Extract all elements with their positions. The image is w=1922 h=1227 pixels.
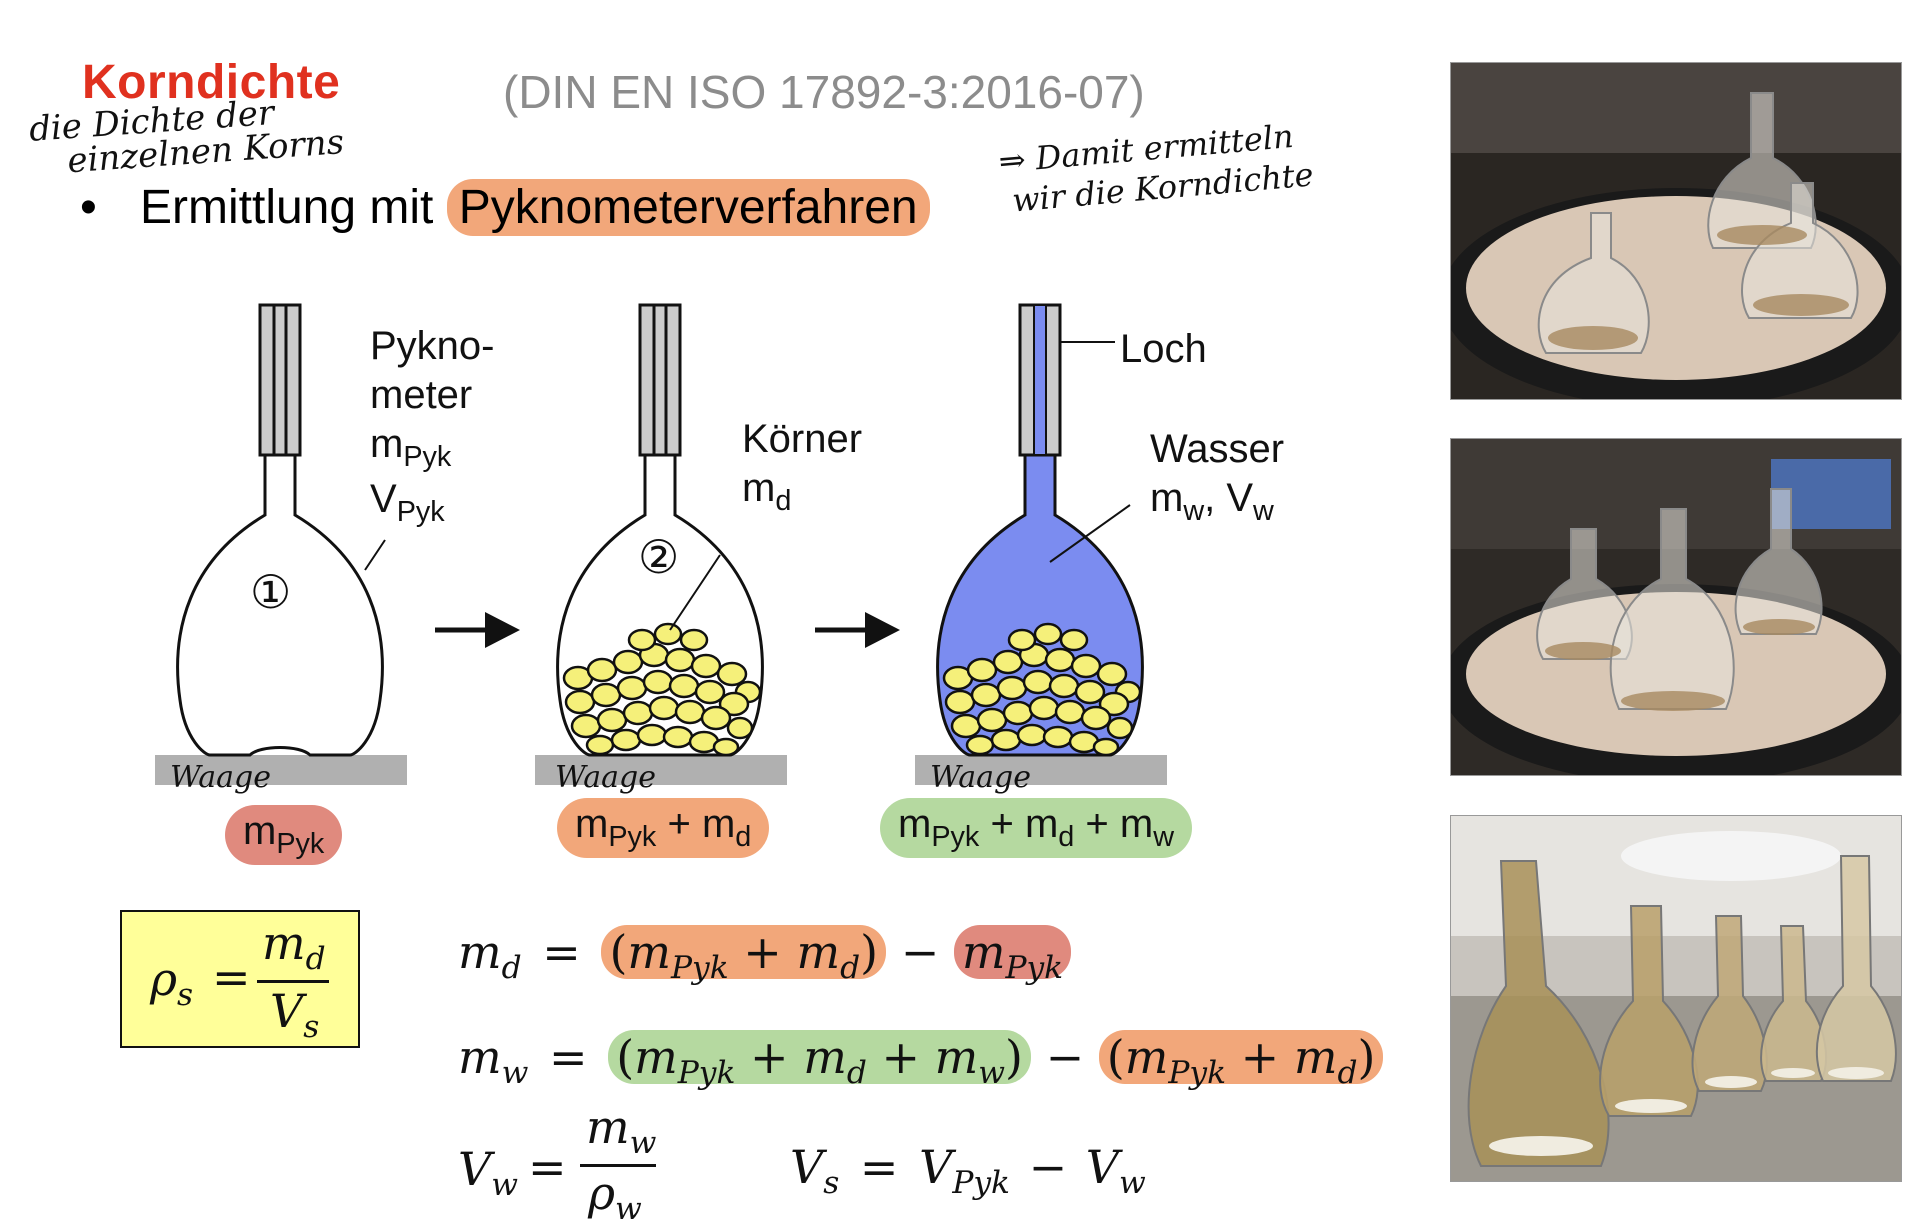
bullet-highlight: Pyknometerverfahren [446,179,930,236]
equation-vw-fraction-bar [580,1164,656,1167]
equation-md: md = (mPyk + md) − mPyk [458,925,1072,986]
scale-note-1: Waage [170,760,271,795]
equation-mw-orange-term: (mPyk + md) [1098,1030,1384,1091]
scale-note-2: Waage [555,760,656,795]
scale-note-3: Waage [930,760,1031,795]
flask-with-grains [556,303,764,757]
equation-md-orange-term: (mPyk + md) [601,925,887,986]
scale-plate-1 [155,755,407,785]
mass-label-2: mPyk + md [557,798,770,858]
scale-plate-2 [535,755,787,785]
pyknometer-label-line2: meter [370,372,473,417]
water-label-text: Wasser [1150,427,1285,471]
pycnometer-diagram [155,303,1167,785]
equation-md-red-term: mPyk [953,925,1072,986]
water-label: Wasser mw, Vw [1150,425,1284,529]
bullet-symbol: • [80,181,97,234]
scale-plate-3 [915,755,1167,785]
flask-empty [176,303,386,757]
density-formula-box: ρs = md Vs [120,910,360,1048]
density-formula-fraction-bar [257,980,329,983]
density-formula-denominator: Vs [270,984,320,1046]
grains-label-text: Körner [742,417,863,461]
density-formula-lhs: ρs [150,952,194,1014]
grains-mass: md [742,465,792,517]
photo-pyknometers-with-water [1450,815,1902,1182]
photo-pyknometers-in-sand-bath-2 [1450,438,1902,776]
pyknometer-mass: mPyk [370,421,452,473]
equation-mw: mw = (mPyk + md + mw) − (mPyk + md) [458,1030,1384,1091]
step-1-mark: ① [250,565,292,619]
page-title: Korndichte [82,56,341,109]
mass-label-3: mPyk + md + mw [880,798,1192,858]
hole-label: Loch [1120,327,1207,371]
density-formula-eq: = [212,950,251,1004]
flask-with-water [936,303,1144,757]
grains-label: Körner md [742,415,862,519]
density-formula-numerator: md [262,916,326,978]
bullet-text: Ermittlung mit [140,181,447,234]
pyknometer-label: Pykno- meter mPyk VPyk [370,322,495,530]
photo-pyknometers-in-sand-bath-1 [1450,62,1902,400]
pyknometer-volume: VPyk [370,476,445,528]
bullet-item: • Ermittlung mit Pyknometerverfahren [80,179,930,236]
equation-mw-green-term: (mPyk + md + mw) [608,1030,1031,1091]
handwritten-note-left: die Dichte der einzelnen Korns [28,91,345,181]
water-mass-volume: mw, Vw [1150,475,1274,527]
norm-reference: (DIN EN ISO 17892-3:2016-07) [503,66,1145,118]
equation-vw: Vw = mw ρw [458,1100,657,1227]
mass-label-1: mPyk [225,805,343,865]
handwritten-note-right: ⇒ Damit ermitteln wir die Korndichte [997,115,1315,222]
pyknometer-label-line1: Pykno- [370,324,495,368]
equation-vs: Vs = VPyk − Vw [790,1140,1146,1202]
step-2-mark: ② [638,530,680,584]
